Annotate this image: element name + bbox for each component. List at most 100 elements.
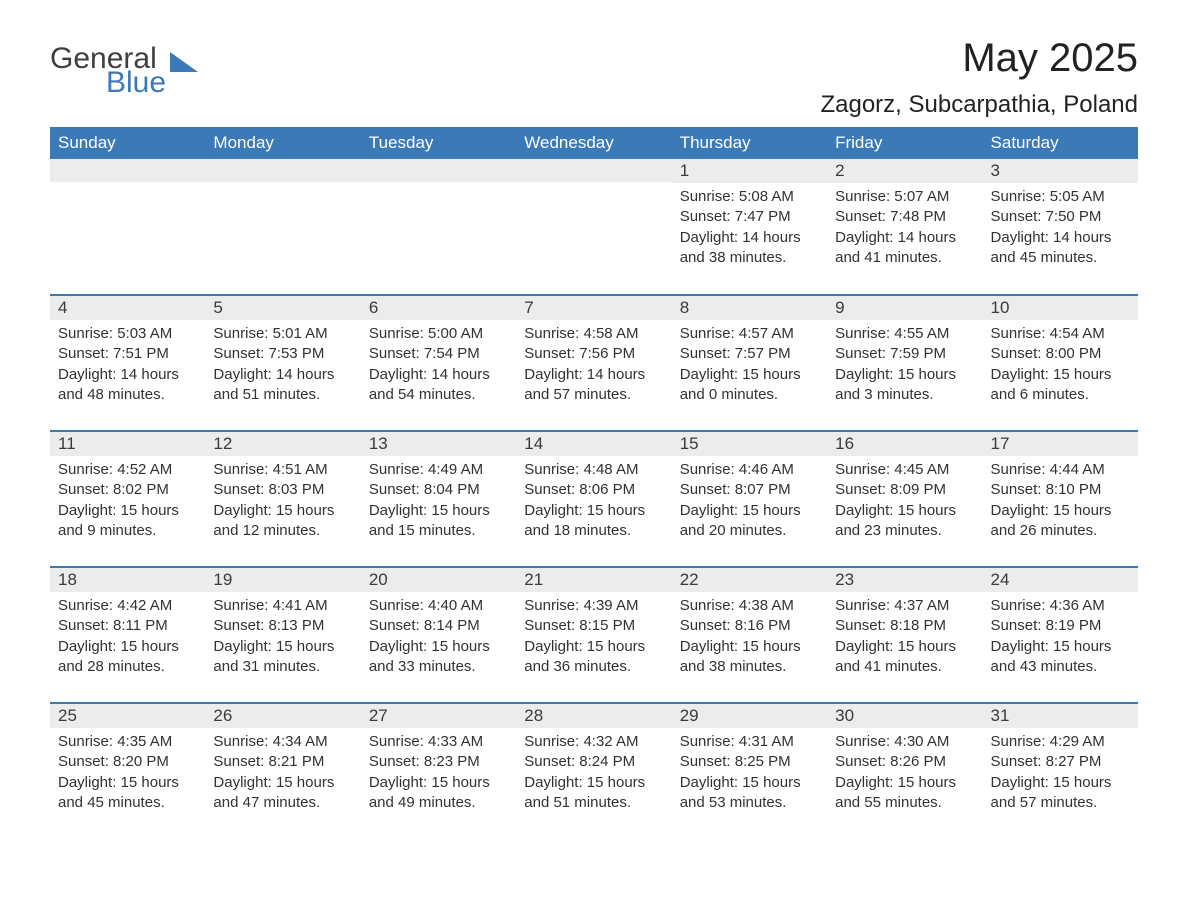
day-details: Sunrise: 5:07 AMSunset: 7:48 PMDaylight:…: [827, 183, 982, 272]
day-number: 2: [827, 159, 982, 183]
sunrise-line: Sunrise: 4:39 AM: [524, 596, 665, 616]
daylight-line: Daylight: 15 hours and 15 minutes.: [369, 501, 510, 542]
day-details: Sunrise: 4:35 AMSunset: 8:20 PMDaylight:…: [50, 728, 205, 817]
sunset-line: Sunset: 7:47 PM: [680, 207, 821, 227]
daylight-line: Daylight: 15 hours and 49 minutes.: [369, 773, 510, 814]
sunset-line: Sunset: 7:50 PM: [991, 207, 1132, 227]
title-block: May 2025 Zagorz, Subcarpathia, Poland: [820, 36, 1138, 119]
day-number: 13: [361, 432, 516, 456]
sunset-line: Sunset: 8:26 PM: [835, 752, 976, 772]
sunrise-line: Sunrise: 4:54 AM: [991, 324, 1132, 344]
day-header: Wednesday: [516, 127, 671, 159]
calendar-week-row: 4Sunrise: 5:03 AMSunset: 7:51 PMDaylight…: [50, 295, 1138, 431]
daylight-line: Daylight: 15 hours and 28 minutes.: [58, 637, 199, 678]
calendar-day-cell: 8Sunrise: 4:57 AMSunset: 7:57 PMDaylight…: [672, 295, 827, 431]
logo-word-blue: Blue: [106, 68, 166, 98]
sunrise-line: Sunrise: 4:52 AM: [58, 460, 199, 480]
calendar-day-cell: 5Sunrise: 5:01 AMSunset: 7:53 PMDaylight…: [205, 295, 360, 431]
sunrise-line: Sunrise: 4:55 AM: [835, 324, 976, 344]
sunset-line: Sunset: 7:48 PM: [835, 207, 976, 227]
day-number: 17: [983, 432, 1138, 456]
calendar-day-cell: 11Sunrise: 4:52 AMSunset: 8:02 PMDayligh…: [50, 431, 205, 567]
day-number: 15: [672, 432, 827, 456]
sunrise-line: Sunrise: 4:57 AM: [680, 324, 821, 344]
day-number: 18: [50, 568, 205, 592]
day-number-empty: [516, 159, 671, 182]
sunrise-line: Sunrise: 4:58 AM: [524, 324, 665, 344]
day-details: Sunrise: 4:41 AMSunset: 8:13 PMDaylight:…: [205, 592, 360, 681]
day-details: Sunrise: 4:29 AMSunset: 8:27 PMDaylight:…: [983, 728, 1138, 817]
sunrise-line: Sunrise: 5:01 AM: [213, 324, 354, 344]
sunrise-line: Sunrise: 4:38 AM: [680, 596, 821, 616]
day-header: Friday: [827, 127, 982, 159]
sunrise-line: Sunrise: 4:34 AM: [213, 732, 354, 752]
daylight-line: Daylight: 15 hours and 55 minutes.: [835, 773, 976, 814]
day-number: 28: [516, 704, 671, 728]
calendar-day-cell: 17Sunrise: 4:44 AMSunset: 8:10 PMDayligh…: [983, 431, 1138, 567]
day-details: Sunrise: 4:30 AMSunset: 8:26 PMDaylight:…: [827, 728, 982, 817]
day-number: 5: [205, 296, 360, 320]
calendar-week-row: 1Sunrise: 5:08 AMSunset: 7:47 PMDaylight…: [50, 159, 1138, 295]
daylight-line: Daylight: 14 hours and 48 minutes.: [58, 365, 199, 406]
day-number: 16: [827, 432, 982, 456]
daylight-line: Daylight: 15 hours and 53 minutes.: [680, 773, 821, 814]
calendar-day-cell: 20Sunrise: 4:40 AMSunset: 8:14 PMDayligh…: [361, 567, 516, 703]
day-header: Saturday: [983, 127, 1138, 159]
daylight-line: Daylight: 15 hours and 33 minutes.: [369, 637, 510, 678]
calendar-day-cell: 2Sunrise: 5:07 AMSunset: 7:48 PMDaylight…: [827, 159, 982, 295]
sunrise-line: Sunrise: 4:46 AM: [680, 460, 821, 480]
day-details: Sunrise: 4:37 AMSunset: 8:18 PMDaylight:…: [827, 592, 982, 681]
daylight-line: Daylight: 15 hours and 0 minutes.: [680, 365, 821, 406]
day-number: 11: [50, 432, 205, 456]
sunrise-line: Sunrise: 4:29 AM: [991, 732, 1132, 752]
calendar-day-cell: 4Sunrise: 5:03 AMSunset: 7:51 PMDaylight…: [50, 295, 205, 431]
calendar-day-cell: 18Sunrise: 4:42 AMSunset: 8:11 PMDayligh…: [50, 567, 205, 703]
daylight-line: Daylight: 15 hours and 43 minutes.: [991, 637, 1132, 678]
day-number: 31: [983, 704, 1138, 728]
sunrise-line: Sunrise: 4:32 AM: [524, 732, 665, 752]
sunset-line: Sunset: 7:59 PM: [835, 344, 976, 364]
sunrise-line: Sunrise: 4:48 AM: [524, 460, 665, 480]
day-details: Sunrise: 4:33 AMSunset: 8:23 PMDaylight:…: [361, 728, 516, 817]
day-details: Sunrise: 4:38 AMSunset: 8:16 PMDaylight:…: [672, 592, 827, 681]
sunrise-line: Sunrise: 4:51 AM: [213, 460, 354, 480]
sunset-line: Sunset: 8:21 PM: [213, 752, 354, 772]
day-number: 4: [50, 296, 205, 320]
day-details: Sunrise: 4:48 AMSunset: 8:06 PMDaylight:…: [516, 456, 671, 545]
sunset-line: Sunset: 8:23 PM: [369, 752, 510, 772]
sunset-line: Sunset: 8:10 PM: [991, 480, 1132, 500]
day-number-empty: [205, 159, 360, 182]
calendar-day-cell: 21Sunrise: 4:39 AMSunset: 8:15 PMDayligh…: [516, 567, 671, 703]
sunrise-line: Sunrise: 4:42 AM: [58, 596, 199, 616]
calendar-day-cell: [205, 159, 360, 295]
day-details: Sunrise: 5:00 AMSunset: 7:54 PMDaylight:…: [361, 320, 516, 409]
sunset-line: Sunset: 8:02 PM: [58, 480, 199, 500]
sunset-line: Sunset: 8:00 PM: [991, 344, 1132, 364]
day-details: Sunrise: 5:01 AMSunset: 7:53 PMDaylight:…: [205, 320, 360, 409]
daylight-line: Daylight: 15 hours and 12 minutes.: [213, 501, 354, 542]
daylight-line: Daylight: 15 hours and 3 minutes.: [835, 365, 976, 406]
daylight-line: Daylight: 15 hours and 45 minutes.: [58, 773, 199, 814]
sunrise-line: Sunrise: 4:44 AM: [991, 460, 1132, 480]
calendar-day-cell: 1Sunrise: 5:08 AMSunset: 7:47 PMDaylight…: [672, 159, 827, 295]
day-number: 26: [205, 704, 360, 728]
calendar-day-cell: 23Sunrise: 4:37 AMSunset: 8:18 PMDayligh…: [827, 567, 982, 703]
day-number: 30: [827, 704, 982, 728]
day-header: Monday: [205, 127, 360, 159]
sunrise-line: Sunrise: 4:49 AM: [369, 460, 510, 480]
daylight-line: Daylight: 14 hours and 54 minutes.: [369, 365, 510, 406]
daylight-line: Daylight: 15 hours and 57 minutes.: [991, 773, 1132, 814]
daylight-line: Daylight: 15 hours and 51 minutes.: [524, 773, 665, 814]
calendar-day-cell: 10Sunrise: 4:54 AMSunset: 8:00 PMDayligh…: [983, 295, 1138, 431]
sunset-line: Sunset: 7:56 PM: [524, 344, 665, 364]
sunset-line: Sunset: 8:27 PM: [991, 752, 1132, 772]
day-details: Sunrise: 4:51 AMSunset: 8:03 PMDaylight:…: [205, 456, 360, 545]
sunset-line: Sunset: 8:14 PM: [369, 616, 510, 636]
sunset-line: Sunset: 8:20 PM: [58, 752, 199, 772]
calendar-day-cell: 14Sunrise: 4:48 AMSunset: 8:06 PMDayligh…: [516, 431, 671, 567]
calendar-day-cell: 7Sunrise: 4:58 AMSunset: 7:56 PMDaylight…: [516, 295, 671, 431]
logo-text: General Blue: [50, 44, 166, 98]
day-header: Sunday: [50, 127, 205, 159]
calendar-day-cell: 27Sunrise: 4:33 AMSunset: 8:23 PMDayligh…: [361, 703, 516, 839]
sunrise-line: Sunrise: 5:00 AM: [369, 324, 510, 344]
